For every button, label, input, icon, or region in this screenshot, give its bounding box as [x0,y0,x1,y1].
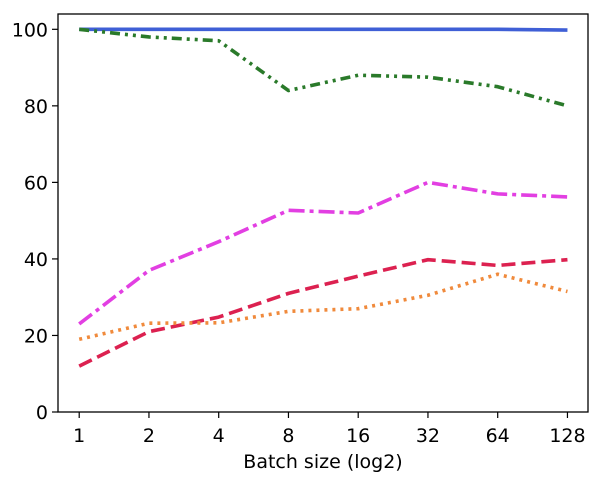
y-tick-label: 0 [36,402,48,424]
y-tick-label: 20 [24,325,48,347]
y-tick-label: 40 [24,249,48,271]
y-tick-label: 100 [12,19,48,41]
series-line-3 [78,180,568,326]
y-tick-label: 60 [24,172,48,194]
x-tick-label: 8 [282,425,294,447]
series-layer [78,27,568,368]
x-tick-label: 4 [213,425,225,447]
x-tick-label: 2 [143,425,155,447]
x-tick-label: 1 [73,425,85,447]
y-axis: 0 20 40 60 80 100 [12,19,58,424]
x-tick-label: 64 [486,425,510,447]
series-line-1 [79,27,568,32]
x-tick-label: 32 [416,425,440,447]
y-tick-label: 80 [24,96,48,118]
series-line-4 [78,257,568,368]
x-tick-label: 16 [346,425,370,447]
series-line-2 [79,27,568,108]
x-axis-label: Batch size (log2) [243,451,402,473]
x-axis: 1 2 4 8 16 32 64 128 [73,412,586,447]
x-tick-label: 128 [549,425,585,447]
plot-frame [57,13,589,413]
